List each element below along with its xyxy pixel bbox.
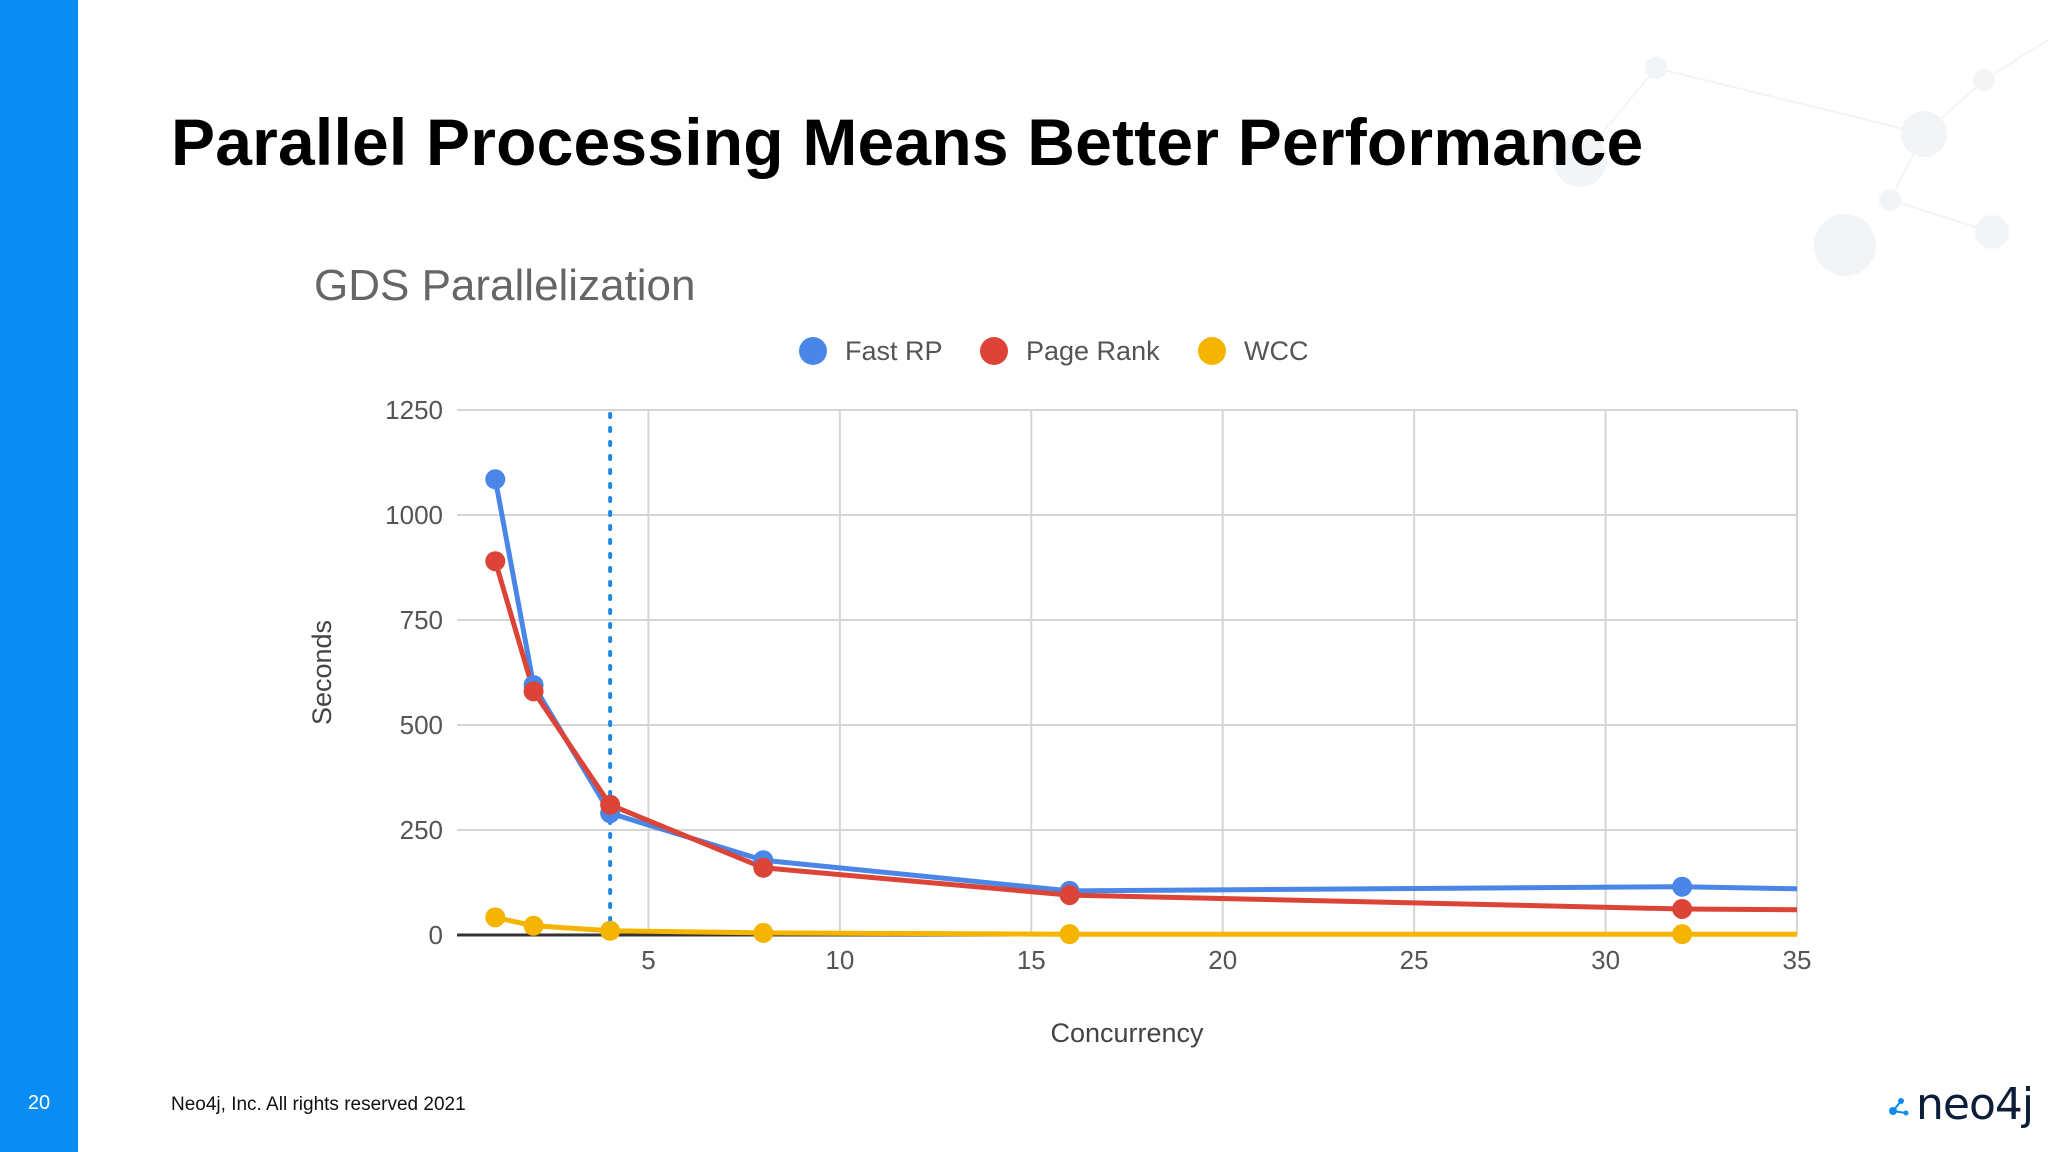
x-axis-ticks: 5 10 15 20 25 30 35 <box>641 945 1811 975</box>
y-tick-label: 0 <box>429 920 443 950</box>
logo-text: neo4j <box>1916 1078 2034 1130</box>
data-point-fast-rp <box>485 469 506 490</box>
data-point-page-rank <box>753 857 774 878</box>
chart-title: GDS Parallelization <box>314 261 696 310</box>
footer-copyright: Neo4j, Inc. All rights reserved 2021 <box>171 1094 466 1115</box>
x-tick-label: 20 <box>1208 945 1237 975</box>
x-tick-label: 10 <box>825 945 854 975</box>
data-point-wcc <box>1059 924 1080 945</box>
logo-mark-icon <box>1889 1098 1909 1116</box>
y-tick-label: 750 <box>400 605 443 635</box>
data-point-wcc <box>600 920 621 941</box>
legend-item-wcc: WCC <box>1198 336 1308 366</box>
y-axis-label: Seconds <box>307 620 337 725</box>
data-point-page-rank <box>1672 898 1693 919</box>
data-point-page-rank <box>1059 885 1080 906</box>
page-number: 20 <box>27 1092 51 1114</box>
x-axis-label: Concurrency <box>1050 1018 1204 1048</box>
data-point-wcc <box>523 915 544 936</box>
data-point-page-rank <box>600 794 621 815</box>
legend-swatch <box>980 337 1008 365</box>
y-tick-label: 1250 <box>385 395 443 425</box>
legend-swatch <box>799 337 827 365</box>
chart-legend: Fast RP Page Rank WCC <box>799 336 1308 366</box>
legend-label: WCC <box>1244 336 1308 366</box>
network-decoration <box>1553 39 2048 276</box>
data-point-page-rank <box>485 551 506 572</box>
y-tick-label: 500 <box>400 710 443 740</box>
accent-bar <box>0 0 78 1152</box>
legend-label: Fast RP <box>845 336 943 366</box>
data-point-wcc <box>485 907 506 928</box>
x-tick-label: 30 <box>1591 945 1620 975</box>
x-tick-label: 35 <box>1783 945 1812 975</box>
series-line-page-rank <box>492 560 1798 913</box>
legend-item-page-rank: Page Rank <box>980 336 1160 366</box>
data-point-wcc <box>753 922 774 943</box>
data-point-page-rank <box>523 681 544 702</box>
y-tick-label: 250 <box>400 815 443 845</box>
x-tick-label: 15 <box>1017 945 1046 975</box>
series-line-wcc <box>494 914 1797 937</box>
series-lines <box>492 478 1798 937</box>
legend-swatch <box>1198 337 1226 365</box>
y-axis-ticks: 0 250 500 750 1000 1250 <box>385 395 443 950</box>
series-points <box>485 469 1693 945</box>
legend-item-fast-rp: Fast RP <box>799 336 943 366</box>
data-point-fast-rp <box>1672 876 1693 897</box>
data-point-wcc <box>1672 924 1693 945</box>
x-tick-label: 25 <box>1400 945 1429 975</box>
slide-title: Parallel Processing Means Better Perform… <box>171 105 1644 179</box>
chart-grid <box>457 409 1798 935</box>
legend-label: Page Rank <box>1026 336 1160 366</box>
y-tick-label: 1000 <box>385 500 443 530</box>
neo4j-logo: neo4j <box>1888 1078 2034 1130</box>
x-tick-label: 5 <box>641 945 655 975</box>
